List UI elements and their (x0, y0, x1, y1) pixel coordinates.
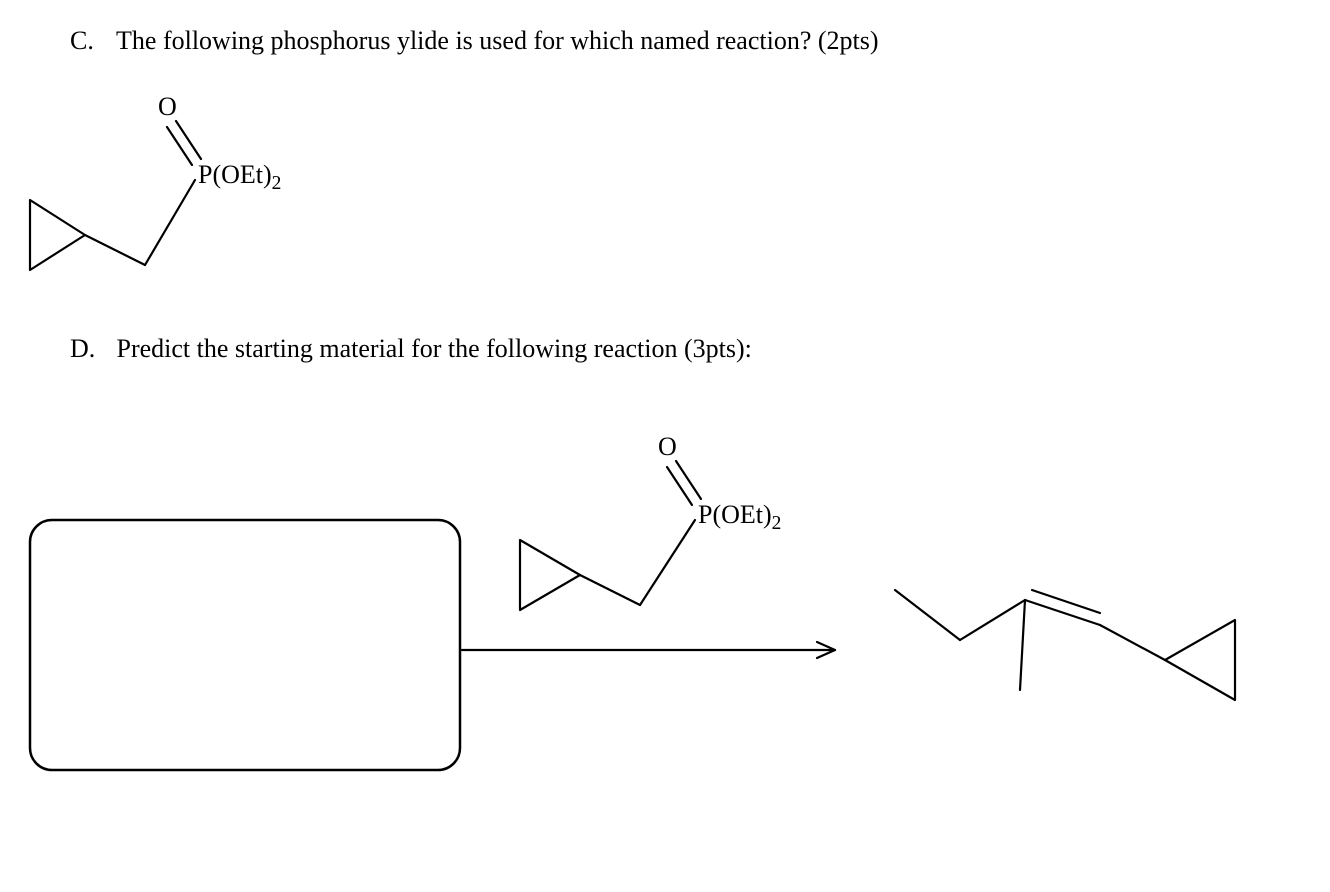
reaction-arrow (462, 642, 835, 658)
ylide-d-phosphonate-sub: 2 (772, 513, 782, 534)
product-structure (895, 590, 1235, 700)
ylide-c-phosphonate-text: P(OEt) (198, 160, 272, 189)
answer-box (30, 520, 460, 770)
ylide-c-phosphonate-label: P(OEt)2 (198, 160, 281, 195)
ylide-d-oxygen-label: O (658, 432, 677, 462)
ylide-c-phosphonate-sub: 2 (272, 173, 282, 194)
ylide-d-phosphonate-text: P(OEt) (698, 500, 772, 529)
ylide-c-oxygen-label: O (158, 92, 177, 122)
ylide-d-phosphonate-label: P(OEt)2 (698, 500, 781, 535)
ylide-c-structure (30, 121, 201, 270)
page-root: C. The following phosphorus ylide is use… (0, 0, 1330, 892)
ylide-d-structure (520, 461, 701, 610)
